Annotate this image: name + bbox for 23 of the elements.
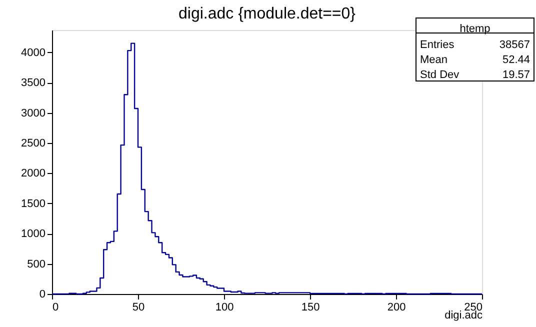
y-tick-label: 2000 (21, 168, 46, 180)
text: 19.57 (502, 69, 530, 81)
annotation: Std Dev (420, 69, 460, 81)
y-tick-label: 500 (27, 258, 46, 270)
x-tick-label: 200 (387, 302, 406, 314)
y-tick-label: 4000 (21, 46, 46, 59)
annotation: Mean (420, 54, 448, 66)
y-tick-label: 3500 (21, 77, 46, 90)
y-tick-label: 1000 (21, 228, 46, 240)
chart-title: digi.adc {module.det==0} (178, 6, 356, 22)
text: 38567 (499, 39, 530, 51)
text: 52.44 (502, 54, 530, 66)
x-axis-title: digi.adc (444, 310, 483, 322)
y-tick-label: 0 (39, 288, 46, 300)
annotation: Entries (420, 39, 455, 51)
y-tick-label: 3000 (21, 107, 46, 120)
y-tick-label: 1500 (21, 198, 46, 210)
annotation: htemp (460, 23, 490, 35)
x-tick-label: 150 (301, 302, 320, 314)
x-tick-label: 0 (52, 302, 59, 314)
x-tick-label: 50 (132, 302, 145, 314)
y-tick-label: 2500 (21, 137, 46, 150)
x-tick-label: 100 (215, 302, 234, 314)
